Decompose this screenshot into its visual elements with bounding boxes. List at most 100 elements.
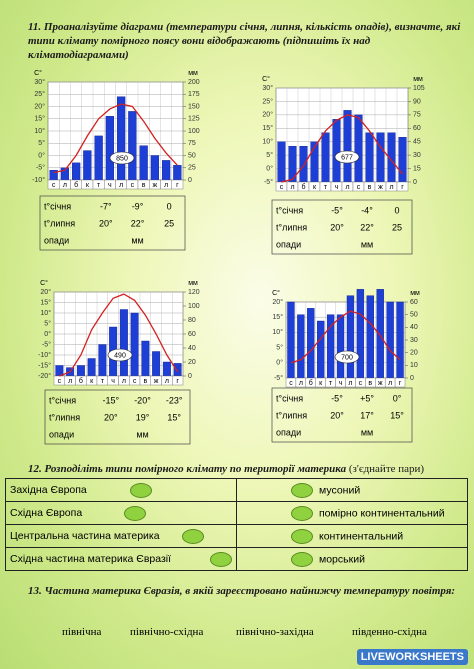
annual-total: 700 [341, 354, 353, 361]
month-label: л [345, 184, 349, 191]
precip-unit: мм [188, 280, 198, 287]
table-cell: +5° [360, 393, 374, 403]
table-cell: 20° [330, 410, 344, 420]
precip-tick-label: 100 [188, 128, 200, 135]
temp-tick-label: 15° [272, 313, 283, 321]
table-cell: 22° [360, 222, 374, 232]
table-cell: 19° [136, 412, 150, 422]
temp-tick-label: 5° [38, 139, 45, 147]
precip-tick-label: 10 [410, 362, 418, 369]
month-label: б [301, 183, 305, 191]
temp-tick-label: 0° [276, 359, 283, 367]
precip-bar [321, 132, 330, 183]
table-cell: -5° [331, 205, 343, 215]
table-cell: 0° [393, 393, 402, 403]
match-cell: Східна частина материка Євразії [5, 547, 237, 571]
connector-dot[interactable] [182, 529, 204, 544]
temp-tick-label: -5° [36, 164, 45, 172]
precip-bar [287, 301, 295, 379]
connector-dot[interactable] [291, 482, 313, 498]
precip-bar [152, 351, 161, 377]
month-label: ж [378, 380, 383, 387]
table-cell: 25 [392, 222, 402, 232]
precip-bar [299, 145, 308, 183]
precip-tick-label: 60 [188, 331, 196, 338]
precip-tick-label: 30 [410, 337, 418, 344]
precip-bar [346, 295, 355, 379]
answer-option[interactable]: північно-східна [130, 626, 204, 638]
table-cell: 20° [104, 412, 118, 422]
precip-tick-label: 0 [188, 177, 192, 184]
precip-bar [343, 110, 352, 183]
month-label: ж [154, 378, 159, 385]
table-cell: 15° [390, 410, 404, 420]
month-label: ч [111, 378, 115, 385]
match-cell: континентальний [236, 524, 468, 548]
month-label: ж [378, 184, 383, 191]
table-cell: t°липня [276, 410, 307, 420]
temp-tick-label: -5° [42, 340, 51, 348]
month-label: л [165, 378, 169, 385]
connector-dot[interactable] [130, 483, 152, 498]
month-label: л [388, 380, 392, 387]
connector-dot[interactable] [210, 552, 232, 567]
task-11-text: 11. Проаналізуйте діаграми (температури … [28, 21, 461, 61]
precip-bar [150, 155, 160, 181]
match-cell: морський [236, 547, 468, 571]
month-label: л [164, 182, 168, 189]
month-label: с [289, 380, 293, 387]
table-cell: -5° [331, 393, 343, 403]
precip-bar [105, 116, 115, 181]
connector-dot[interactable] [291, 551, 313, 567]
month-label: л [68, 378, 72, 385]
temp-tick-label: 30° [34, 78, 45, 86]
temp-tick-label: 10° [34, 127, 45, 135]
precip-bar [98, 344, 107, 377]
temp-tick-label: 10° [262, 138, 273, 146]
answer-option[interactable]: північно-західна [236, 626, 314, 638]
precip-bar [396, 301, 404, 379]
month-label: т [101, 378, 105, 385]
table-cell: -23° [166, 395, 183, 405]
month-label: л [63, 182, 67, 189]
answer-option[interactable]: північна [62, 626, 102, 638]
temperature-line [290, 310, 401, 364]
table-cell: 20° [99, 218, 113, 228]
precip-bar [119, 309, 128, 377]
annual-total: 490 [114, 352, 126, 359]
temp-tick-label: 25° [34, 90, 45, 98]
month-label: г [399, 380, 402, 387]
connector-dot[interactable] [291, 528, 313, 544]
temp-unit: C° [40, 279, 48, 287]
precip-bar [277, 141, 286, 183]
temp-unit: C° [262, 75, 270, 83]
table-cell: -9° [132, 201, 144, 211]
precip-unit: мм [410, 290, 420, 297]
month-label: б [74, 181, 78, 189]
table-cell: мм [131, 235, 143, 245]
matching-table: Західна Європа мусоний Східна Європа помірн… [5, 478, 468, 571]
table-cell: -4° [361, 205, 373, 215]
precip-bar [87, 358, 96, 377]
temp-tick-label: 20° [262, 111, 273, 119]
total-oval [334, 350, 360, 364]
match-cell: мусоний [236, 478, 468, 502]
connector-dot[interactable] [124, 506, 146, 521]
match-row: Східна Європа помірно континентальний [5, 501, 468, 525]
logo: LIVEWORKSHEETS [356, 649, 468, 665]
answer-option[interactable]: південно-східна [352, 626, 427, 638]
month-label: с [52, 182, 56, 189]
task-12-hint: (з'єднайте пари) [348, 463, 425, 475]
precip-bar [130, 312, 139, 377]
month-label: т [324, 184, 328, 191]
precip-tick-label: 90 [413, 98, 421, 105]
precip-tick-label: 150 [188, 103, 200, 110]
temp-tick-label: 0° [38, 151, 45, 159]
month-label: с [359, 380, 363, 387]
connector-dot[interactable] [291, 505, 313, 521]
precip-bar [297, 314, 305, 379]
table-cell: опади [276, 427, 301, 437]
precip-tick-label: 60 [410, 299, 418, 306]
month-label: л [119, 182, 123, 189]
month-label: к [313, 184, 317, 191]
